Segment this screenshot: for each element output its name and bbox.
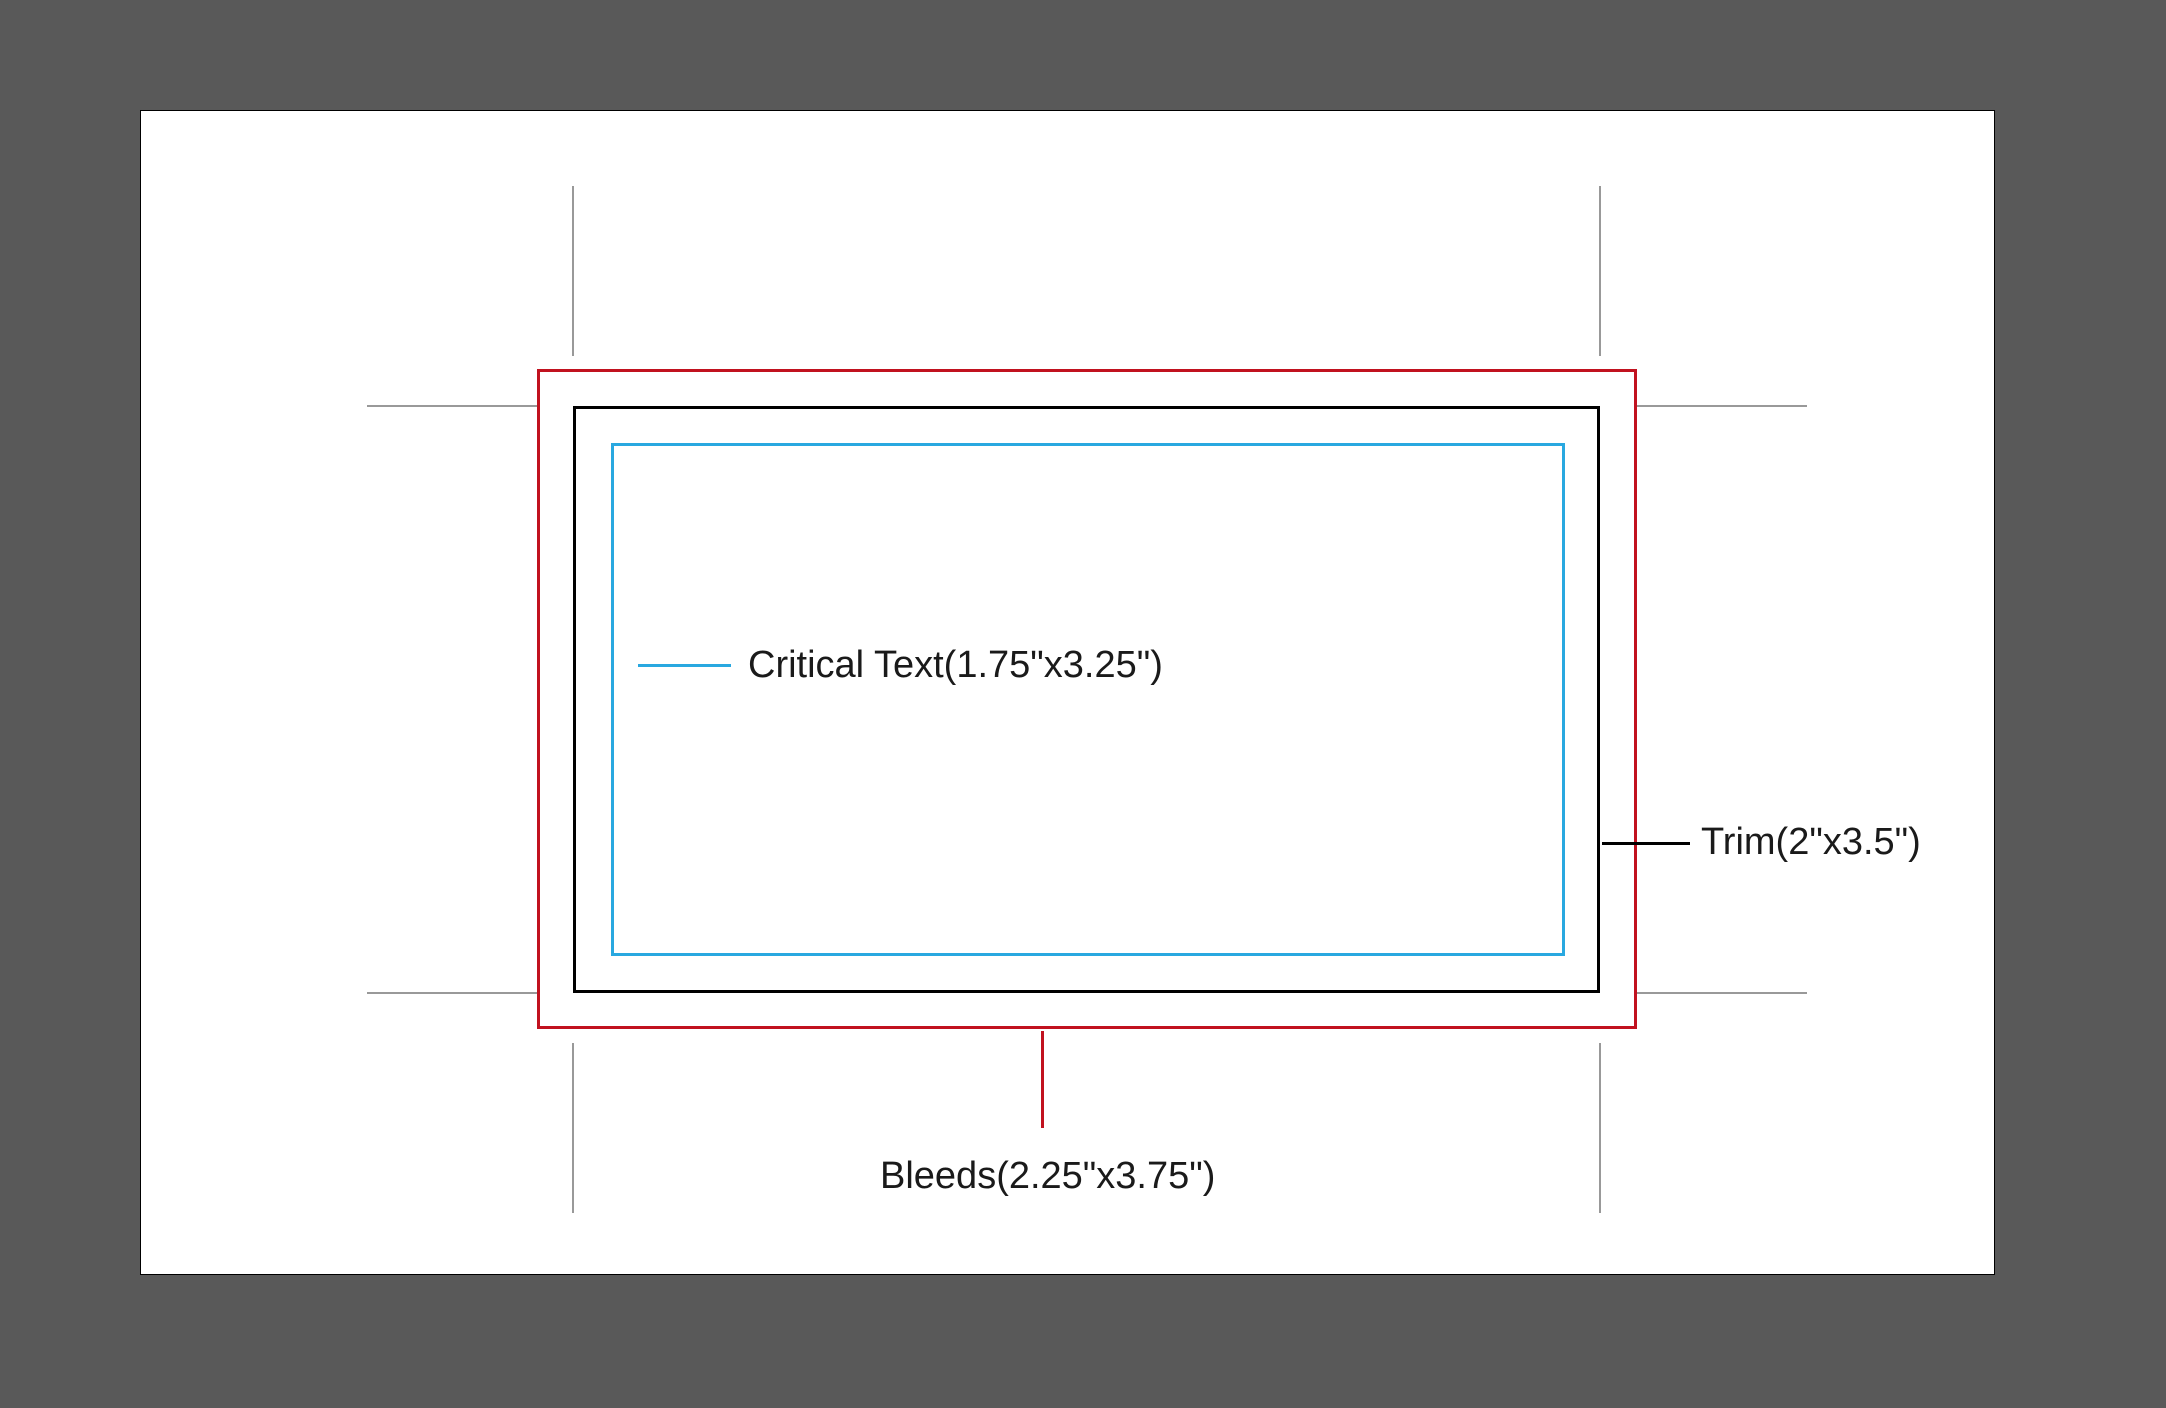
crop-mark-br-v	[1599, 1043, 1601, 1213]
critical-label: Critical Text(1.75"x3.25")	[748, 644, 1163, 687]
diagram-stage: Critical Text(1.75"x3.25") Trim(2"x3.5")…	[0, 0, 2166, 1408]
crop-mark-br-h	[1637, 992, 1807, 994]
crop-mark-tl-h	[367, 405, 537, 407]
bleeds-label: Bleeds(2.25"x3.75")	[880, 1155, 1215, 1198]
bleeds-leader	[1041, 1031, 1044, 1128]
trim-label: Trim(2"x3.5")	[1701, 821, 1921, 864]
critical-leader	[638, 664, 731, 667]
crop-mark-bl-v	[572, 1043, 574, 1213]
crop-mark-tr-v	[1599, 186, 1601, 356]
crop-mark-bl-h	[367, 992, 537, 994]
safe-rect	[611, 443, 1565, 956]
crop-mark-tr-h	[1637, 405, 1807, 407]
crop-mark-tl-v	[572, 186, 574, 356]
trim-leader	[1602, 842, 1690, 845]
